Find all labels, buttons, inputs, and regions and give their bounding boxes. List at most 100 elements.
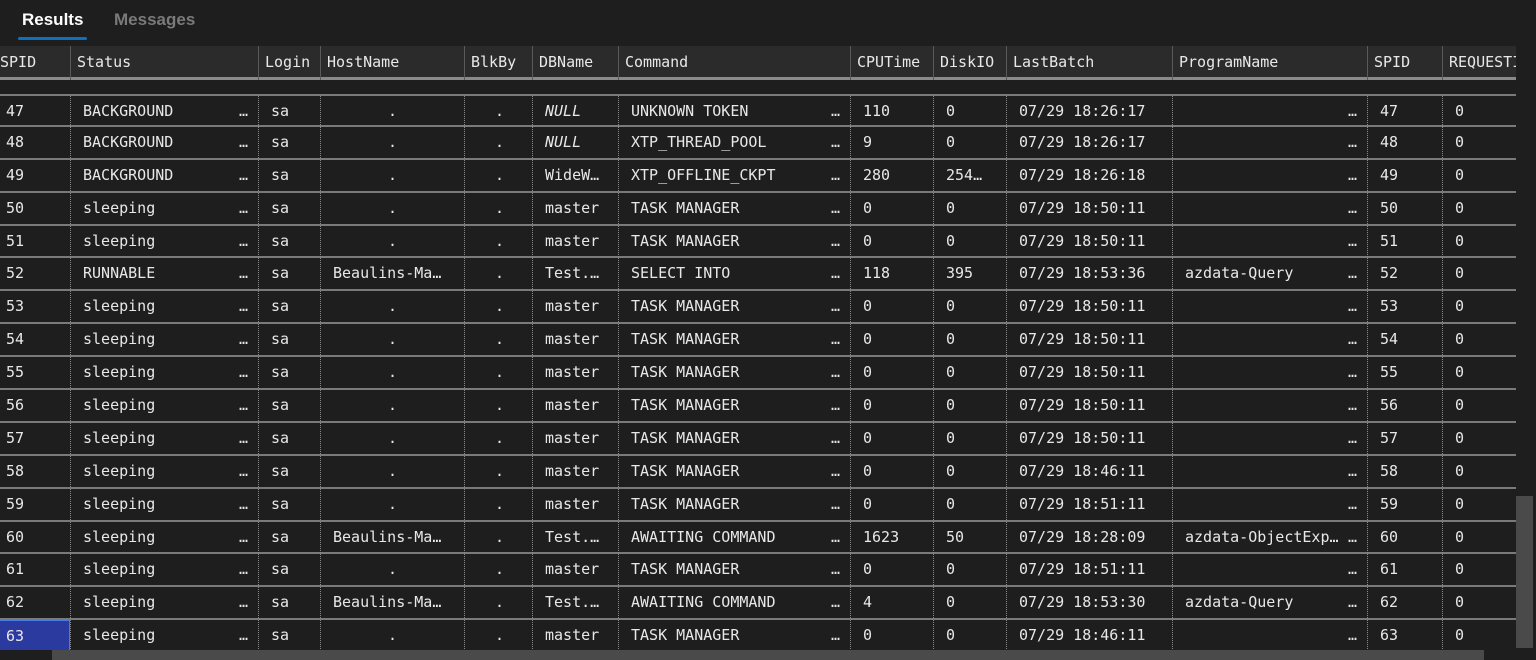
cell-spid[interactable]: 51 [0,226,70,257]
cell-spid[interactable]: 54 [1367,324,1442,356]
cell-hostname[interactable]: Beaulins-Ma… [320,258,464,290]
cell-diskio[interactable]: 0 [933,488,1006,520]
cell-blkby[interactable]: . [464,587,532,619]
column-header-dbname[interactable]: DBName [532,46,618,80]
cell-requestid[interactable]: 0 [1442,587,1516,619]
cell-dbname[interactable]: Test.… [532,521,618,553]
cell-spid[interactable]: 49 [1367,159,1442,191]
cell-requestid[interactable]: 0 [1442,96,1516,127]
cell-diskio[interactable]: 0 [933,357,1006,389]
cell-hostname[interactable]: . [320,620,464,650]
cell-requestid[interactable]: 0 [1442,455,1516,487]
cell-requestid[interactable]: 0 [1442,192,1516,224]
cell-spid[interactable]: 58 [1367,455,1442,487]
cell-lastbatch[interactable]: 07/29 18:50:11 [1006,390,1172,422]
cell-requestid[interactable]: 0 [1442,258,1516,290]
cell-dbname[interactable]: master [532,455,618,487]
cell-blkby[interactable]: . [464,422,532,454]
cell-login[interactable]: sa [258,620,320,650]
cell-spid[interactable]: 59 [0,489,70,520]
cell-login[interactable]: sa [258,357,320,389]
cell-requestid[interactable]: 0 [1442,225,1516,257]
horizontal-scrollbar-thumb[interactable] [52,650,1484,660]
table-row[interactable]: 53 sleeping … sa.. master TASK MANAGER … 0 0 07/2… [0,291,1516,325]
cell-dbname[interactable]: master [532,324,618,356]
cell-spid[interactable]: 50 [1367,192,1442,224]
cell-dbname[interactable]: master [532,390,618,422]
cell-spid[interactable]: 63 [1367,620,1442,650]
cell-requestid[interactable]: 0 [1442,390,1516,422]
cell-status[interactable]: RUNNABLE… [70,258,258,290]
cell-programname[interactable]: … [1172,192,1367,224]
cell-requestid[interactable]: 0 [1442,126,1516,158]
cell-dbname[interactable]: master [532,357,618,389]
cell-status[interactable]: sleeping… [70,620,258,650]
cell-cputime[interactable]: 0 [850,554,933,586]
cell-spid[interactable]: 62 [0,587,70,618]
cell-cputime[interactable]: 0 [850,192,933,224]
cell-programname[interactable]: azdata-Query… [1172,587,1367,619]
table-row[interactable]: 49 BACKGROUND … sa.. WideW… XTP_OFFLINE_CKPT …… [0,159,1516,193]
cell-blkby[interactable]: . [464,620,532,650]
cell-requestid[interactable]: 0 [1442,422,1516,454]
cell-requestid[interactable]: 0 [1442,620,1516,650]
cell-command[interactable]: UNKNOWN TOKEN… [618,96,850,127]
cell-lastbatch[interactable]: 07/29 18:26:17 [1006,126,1172,158]
cell-requestid[interactable]: 0 [1442,554,1516,586]
cell-diskio[interactable]: 0 [933,390,1006,422]
cell-cputime[interactable]: 280 [850,159,933,191]
cell-hostname[interactable]: . [320,126,464,158]
table-row[interactable]: 57 sleeping … sa.. master TASK MANAGER … 0 0 07/2… [0,422,1516,456]
cell-hostname[interactable]: . [320,225,464,257]
table-row[interactable]: 62 sleeping … sa Beaulins-Ma…. Test.… AWAITING… [0,587,1516,621]
cell-hostname[interactable]: . [320,455,464,487]
column-header-status[interactable]: Status [70,46,258,80]
cell-diskio[interactable]: 0 [933,422,1006,454]
cell-login[interactable]: sa [258,225,320,257]
cell-cputime[interactable]: 9 [850,126,933,158]
cell-status[interactable]: sleeping… [70,225,258,257]
cell-login[interactable]: sa [258,587,320,619]
cell-hostname[interactable]: Beaulins-Ma… [320,587,464,619]
cell-status[interactable]: BACKGROUND… [70,96,258,127]
table-row[interactable]: 50 sleeping … sa.. master TASK MANAGER … 0 0 07/2… [0,192,1516,226]
cell-spid[interactable]: 61 [1367,554,1442,586]
table-row[interactable]: 48 BACKGROUND … sa.. NULL XTP_THREAD_POOL … 9 0 0… [0,126,1516,160]
cell-requestid[interactable]: 0 [1442,488,1516,520]
cell-spid[interactable]: 52 [0,258,70,289]
cell-diskio[interactable]: 0 [933,324,1006,356]
cell-programname[interactable]: … [1172,96,1367,127]
cell-login[interactable]: sa [258,324,320,356]
cell-status[interactable]: BACKGROUND… [70,126,258,158]
cell-programname[interactable]: … [1172,422,1367,454]
table-row[interactable]: 59 sleeping … sa.. master TASK MANAGER … 0 0 07/2… [0,488,1516,522]
column-header-hostname[interactable]: HostName [320,46,464,80]
cell-command[interactable]: TASK MANAGER… [618,422,850,454]
cell-spid[interactable]: 53 [1367,291,1442,323]
cell-cputime[interactable]: 0 [850,455,933,487]
cell-hostname[interactable]: . [320,554,464,586]
cell-login[interactable]: sa [258,521,320,553]
cell-dbname[interactable]: NULL [532,126,618,158]
cell-spid[interactable]: 47 [0,96,70,127]
cell-spid[interactable]: 50 [0,193,70,224]
cell-cputime[interactable]: 0 [850,291,933,323]
cell-spid[interactable]: 47 [1367,96,1442,127]
cell-dbname[interactable]: master [532,620,618,650]
cell-status[interactable]: sleeping… [70,422,258,454]
cell-command[interactable]: AWAITING COMMAND… [618,521,850,553]
table-row[interactable]: 61 sleeping … sa.. master TASK MANAGER … 0 0 07/2… [0,554,1516,588]
cell-blkby[interactable]: . [464,357,532,389]
tab-messages[interactable]: Messages [114,10,196,29]
cell-programname[interactable]: azdata-ObjectExp…… [1172,521,1367,553]
cell-dbname[interactable]: master [532,225,618,257]
cell-spid[interactable]: 57 [1367,422,1442,454]
table-row[interactable]: 63 sleeping … sa.. master TASK MANAGER … 0 0 07/2… [0,620,1516,650]
cell-lastbatch[interactable]: 07/29 18:50:11 [1006,324,1172,356]
cell-diskio[interactable]: 0 [933,192,1006,224]
cell-status[interactable]: sleeping… [70,192,258,224]
cell-programname[interactable]: … [1172,159,1367,191]
cell-spid[interactable]: 55 [1367,357,1442,389]
cell-status[interactable]: sleeping… [70,587,258,619]
cell-login[interactable]: sa [258,455,320,487]
